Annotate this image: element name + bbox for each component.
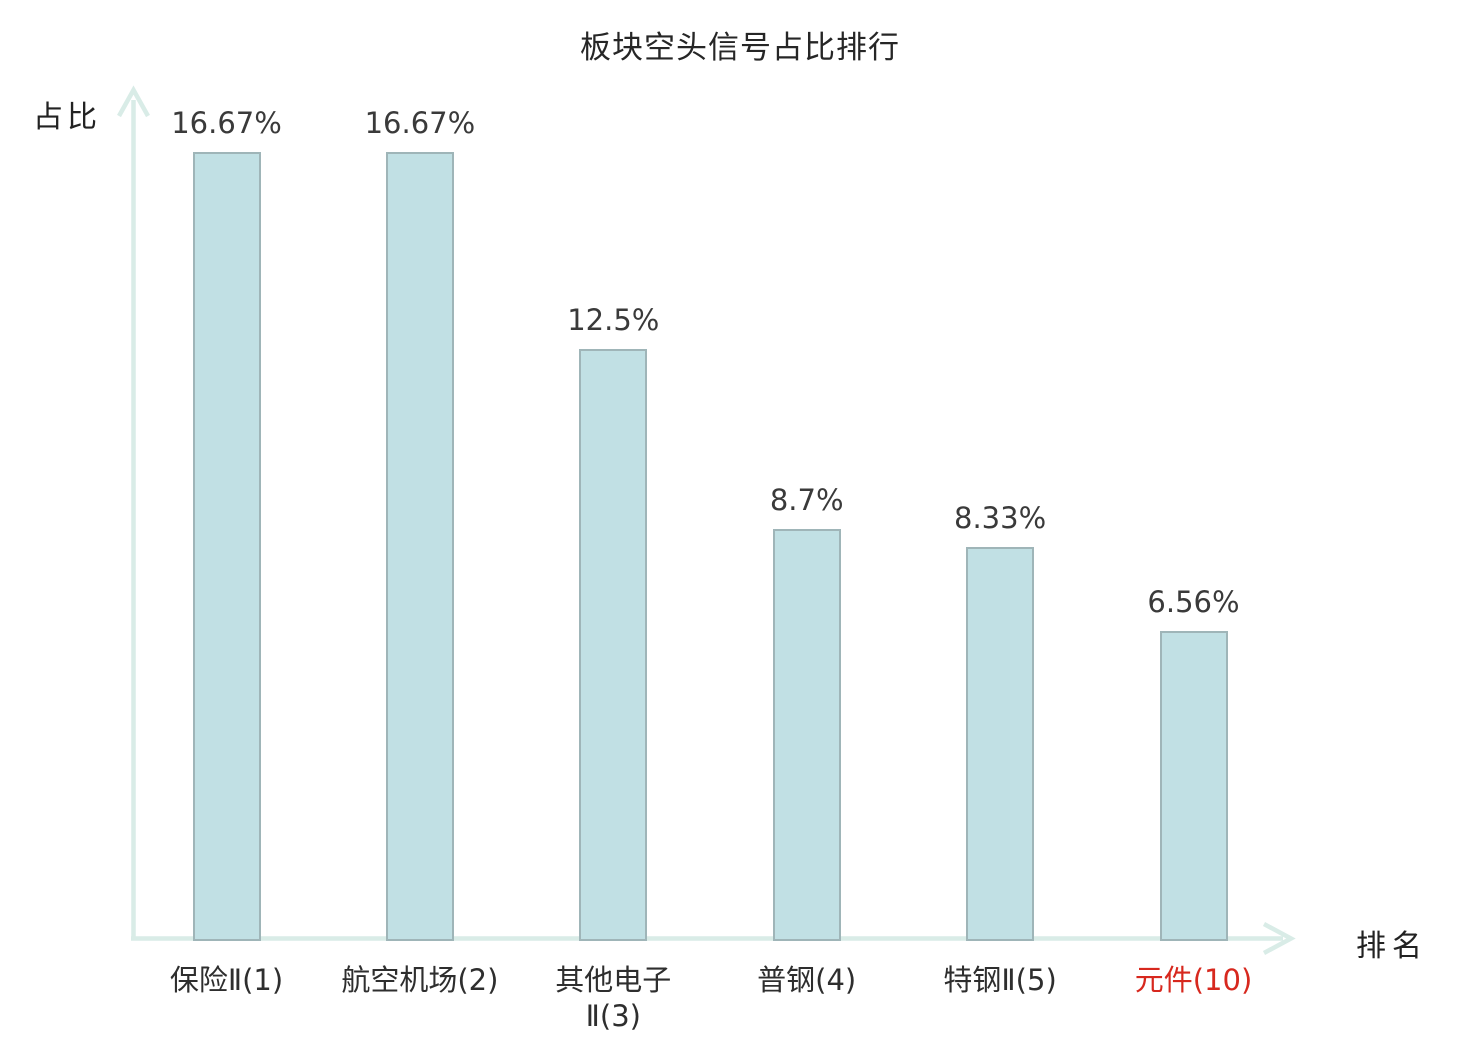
bar-value-label: 8.33% <box>954 500 1047 535</box>
y-axis <box>117 85 150 941</box>
bar-value-label: 12.5% <box>567 303 660 338</box>
bar-value-label: 16.67% <box>364 106 476 141</box>
chart-title: 板块空头信号占比排行 <box>580 30 900 66</box>
x-axis-title: 排名 <box>1356 929 1428 964</box>
bar-value-label: 6.56% <box>1147 584 1240 619</box>
bar-value-label: 16.67% <box>171 106 282 141</box>
bar <box>966 546 1035 941</box>
x-tick-label: 特钢Ⅱ(5) <box>943 963 1057 997</box>
x-tick-label: 普钢(4) <box>757 963 857 997</box>
bar <box>192 152 261 941</box>
y-axis-title: 占比 <box>33 100 101 135</box>
x-tick-label: 其他电子 Ⅱ(3) <box>555 963 672 1033</box>
x-axis <box>131 922 1296 955</box>
x-tick-label: 航空机场(2) <box>341 963 499 997</box>
x-axis-arrow-icon <box>1262 922 1296 955</box>
bar <box>385 152 454 941</box>
bar-value-label: 8.7% <box>769 483 844 518</box>
x-tick-label: 元件(10) <box>1134 963 1253 997</box>
bar <box>1159 630 1228 941</box>
x-tick-label: 保险Ⅱ(1) <box>169 963 284 997</box>
bar <box>579 349 648 941</box>
y-axis-arrow-icon <box>117 85 150 118</box>
bar <box>772 529 841 941</box>
